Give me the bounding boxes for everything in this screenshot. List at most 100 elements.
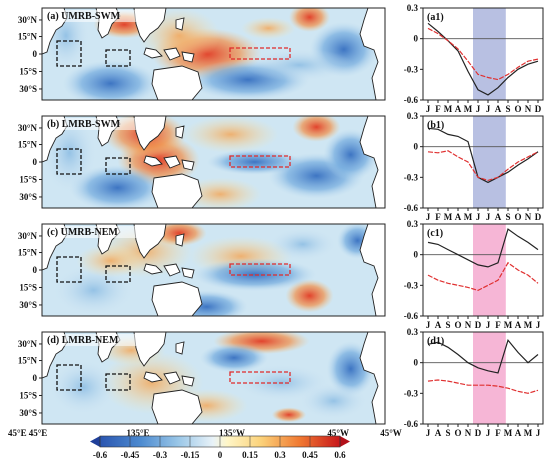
- anomaly-blob: [285, 279, 334, 313]
- x-tick-label: N: [525, 104, 532, 114]
- y-tick-label: -0.3: [404, 172, 419, 182]
- x-tick-label: M: [504, 428, 513, 438]
- y-tick-label: -0.3: [404, 64, 419, 74]
- land-americas: [359, 224, 385, 316]
- anomaly-blob: [292, 116, 341, 142]
- x-tick-label: F: [435, 104, 441, 114]
- line-chart-panel: (d1)0.30-0.3-0.6J A S O N D J F M A M J: [404, 327, 544, 438]
- land-australia: [151, 65, 203, 100]
- x-tick-label: J: [476, 104, 481, 114]
- land-philippines: [175, 341, 185, 355]
- x-tick-label: F: [435, 212, 441, 222]
- x-tick-label: J: [476, 212, 481, 222]
- x-tick-label: J: [426, 320, 431, 330]
- x-tick-label: M: [444, 104, 453, 114]
- chart-frame: [422, 115, 544, 209]
- y-tick-label: 0.3: [407, 111, 419, 121]
- x-tick-label: A: [455, 104, 462, 114]
- y-tick-label: -0.3: [404, 388, 419, 398]
- x-tick-label: M: [464, 212, 473, 222]
- land-philippines: [175, 125, 185, 139]
- anomaly-blob: [240, 17, 296, 40]
- x-tick-label: A: [455, 212, 462, 222]
- x-tick-label: J: [536, 320, 541, 330]
- x-tick-label: S: [505, 104, 510, 114]
- x-tick-label: S: [445, 320, 450, 330]
- x-tick-label: J: [486, 104, 491, 114]
- series-line-black: [427, 127, 539, 184]
- lat-label: 30°S: [19, 300, 37, 310]
- anomaly-blob: [182, 116, 279, 153]
- chart-frame: [422, 331, 544, 425]
- line-chart-panel: (c1)0.30-0.3-0.6J A S O N D J F M A M J: [404, 219, 544, 330]
- anomaly-blob: [48, 359, 118, 415]
- colorbar-label: -0.15: [181, 450, 200, 460]
- land-se-asia: [133, 116, 167, 151]
- map-title-bg: [45, 334, 137, 346]
- land-australia: [151, 173, 203, 208]
- x-tick-label: N: [525, 212, 532, 222]
- lat-label: 15°N: [18, 32, 38, 42]
- lon-label: 45°W: [327, 428, 349, 438]
- box-bay-region: [105, 157, 131, 175]
- land-borneo: [163, 47, 181, 61]
- x-tick-label: F: [495, 428, 501, 438]
- anomaly-blob: [179, 177, 262, 208]
- chart-title: (a1): [427, 12, 444, 23]
- x-tick-label: M: [524, 428, 533, 438]
- box-bay-region: [105, 265, 131, 283]
- series-line-black: [427, 338, 539, 374]
- y-tick-label: -0.6: [404, 95, 419, 105]
- map-title-bg: [45, 118, 137, 130]
- season-shade: [473, 332, 506, 424]
- land-new-guinea: [181, 267, 195, 279]
- anomaly-blob: [62, 60, 159, 100]
- chart-frame: [422, 223, 544, 317]
- anomaly-blob: [244, 48, 355, 82]
- x-tick-label: S: [505, 212, 510, 222]
- x-tick-label: A: [495, 212, 502, 222]
- x-tick-label: A: [435, 320, 442, 330]
- lat-label: 30°N: [18, 123, 38, 133]
- anomaly-blob: [192, 258, 317, 292]
- anomaly-blob: [288, 8, 331, 32]
- lat-label: 15°S: [19, 390, 37, 400]
- lat-label: 0: [33, 265, 38, 275]
- lat-label: 15°S: [19, 174, 37, 184]
- colorbar-label: -0.45: [121, 450, 140, 460]
- land-australia: [151, 389, 203, 424]
- y-tick-label: 0: [414, 142, 419, 152]
- lat-label: 15°S: [19, 66, 37, 76]
- map-title-bg: [45, 10, 137, 22]
- land-borneo: [163, 263, 181, 277]
- lon-label-edge: 45°W: [380, 428, 402, 438]
- box-nino-region: [229, 155, 291, 168]
- y-tick-label: 0.3: [407, 219, 419, 229]
- land-borneo: [163, 155, 181, 169]
- box-arabian-sea: [56, 364, 82, 391]
- anomaly-blob: [268, 227, 337, 261]
- box-nino-region: [229, 263, 291, 276]
- colorbar-label: 0.3: [274, 450, 286, 460]
- x-tick-label: N: [465, 428, 472, 438]
- anomaly-blob: [76, 244, 145, 278]
- y-tick-label: 0.3: [407, 327, 419, 337]
- map-panel: (c) UMRB-NEM 30°N 15°N 0 15°S 30°S: [18, 223, 386, 317]
- y-tick-label: 0: [414, 34, 419, 44]
- lat-label: 30°S: [19, 84, 37, 94]
- lat-label: 30°N: [18, 231, 38, 241]
- x-tick-label: J: [426, 212, 431, 222]
- x-tick-label: D: [535, 212, 542, 222]
- map-title-bg: [45, 226, 137, 238]
- box-nino-region: [229, 47, 291, 60]
- x-tick-label: D: [475, 320, 482, 330]
- land-new-guinea: [181, 159, 195, 171]
- y-tick-label: 0: [414, 250, 419, 260]
- box-arabian-sea: [56, 148, 82, 175]
- anomaly-blob: [52, 264, 135, 316]
- map-panel: (b) LMRB-SWM 30°N 15°N 0 15°S 30°S: [18, 115, 386, 209]
- anomaly-blob: [271, 407, 307, 423]
- lat-label: 0: [33, 157, 38, 167]
- x-tick-label: J: [486, 212, 491, 222]
